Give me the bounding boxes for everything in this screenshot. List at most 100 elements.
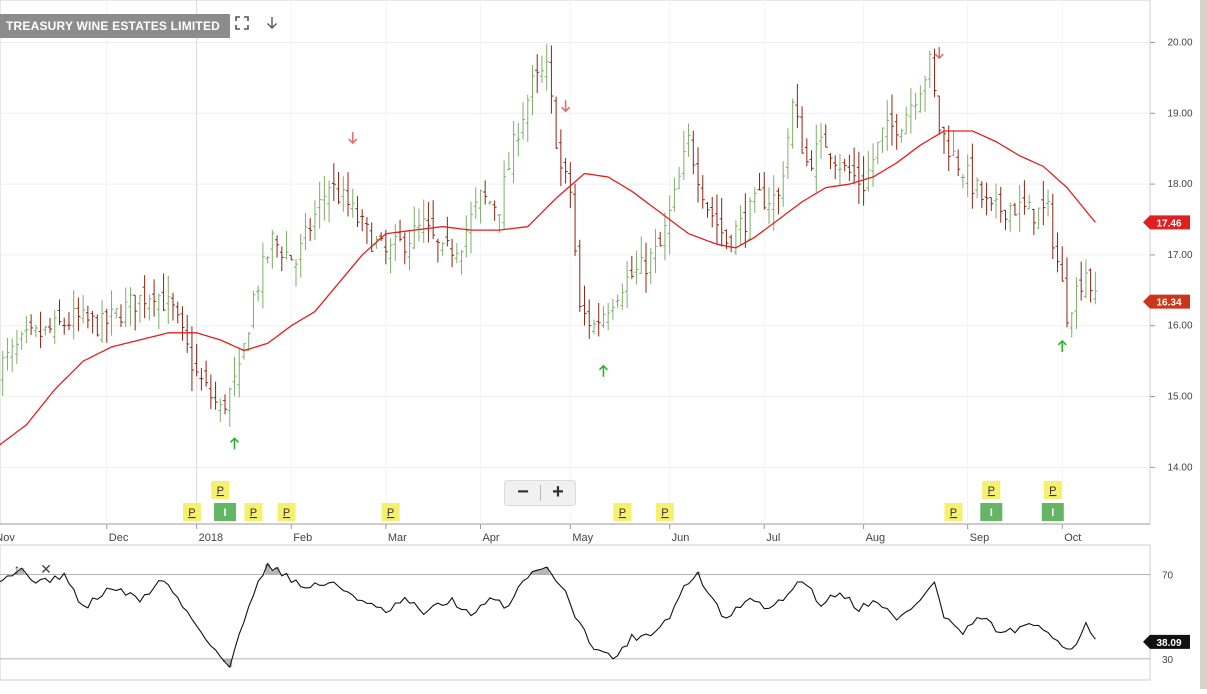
ohlc-bar	[473, 187, 478, 220]
zoom-out-button[interactable]: −	[517, 481, 529, 503]
ohlc-bar	[416, 208, 421, 242]
price-tick-label: 14.00	[1167, 462, 1192, 473]
p-event-marker[interactable]: P	[211, 481, 230, 499]
marker-box	[244, 503, 263, 521]
marker-box	[381, 503, 400, 521]
i-event-marker[interactable]: I	[980, 503, 1003, 521]
p-event-marker[interactable]: P	[982, 481, 1001, 499]
ohlc-bar	[918, 85, 923, 113]
price-badges: 17.46 16.34	[1143, 215, 1190, 309]
ohlc-bar	[256, 285, 261, 302]
ohlc-bar	[644, 242, 649, 293]
ohlc-bar	[431, 200, 436, 240]
p-event-marker[interactable]: P	[1043, 481, 1062, 499]
ohlc-bar	[85, 305, 90, 329]
ohlc-bar	[312, 200, 317, 240]
ohlc-bar	[847, 154, 852, 181]
ohlc-bar	[355, 196, 360, 228]
arrow-down-icon[interactable]	[262, 16, 282, 36]
ohlc-bar	[24, 315, 29, 344]
ohlc-bar	[762, 171, 767, 210]
ohlc-bar	[1064, 257, 1069, 328]
ohlc-bar	[563, 158, 568, 184]
ohlc-bar	[66, 312, 71, 331]
ohlc-bar	[975, 177, 980, 199]
zoom-divider	[540, 485, 541, 501]
ohlc-bar	[241, 342, 246, 360]
ohlc-bar	[899, 128, 904, 143]
grid-lines	[0, 0, 1151, 681]
p-event-marker[interactable]: P	[944, 503, 963, 521]
ohlc-bar	[828, 153, 833, 170]
arrow-glyph	[1057, 339, 1067, 352]
ohlc-bar	[814, 124, 819, 193]
ohlc-bar	[539, 55, 544, 84]
ohlc-bar	[714, 194, 719, 245]
x-tick-label: Oct	[1064, 532, 1081, 544]
ohlc-bar	[435, 238, 440, 263]
moving-average-line	[0, 130, 1096, 446]
ohlc-bar	[908, 88, 913, 134]
ohlc-bar	[738, 205, 743, 246]
ohlc-bar	[819, 122, 824, 159]
ohlc-bar	[866, 151, 871, 192]
ohlc-bar	[809, 150, 814, 172]
buy-arrow-icon	[1057, 339, 1067, 352]
indicator-tick-label: 70	[1162, 571, 1174, 582]
ohlc-bar	[166, 275, 171, 324]
ohlc-bar	[800, 106, 805, 154]
ohlc-bar	[965, 154, 970, 197]
ohlc-bar	[558, 129, 563, 187]
ohlc-bar	[445, 216, 450, 247]
marker-label: P	[283, 507, 290, 519]
ohlc-bar	[511, 121, 516, 184]
ohlc-bar	[180, 306, 185, 341]
ohlc-bar	[421, 199, 426, 244]
zoom-in-button[interactable]: +	[552, 481, 564, 503]
p-event-marker[interactable]: P	[381, 503, 400, 521]
x-tick-label: Nov	[0, 532, 15, 544]
ohlc-bar	[114, 308, 119, 319]
p-event-marker[interactable]: P	[277, 503, 296, 521]
ohlc-bar	[327, 180, 332, 223]
ohlc-bar	[218, 398, 223, 422]
ohlc-bar	[38, 311, 43, 349]
i-event-marker[interactable]: I	[214, 503, 237, 521]
ohlc-bar	[90, 310, 95, 334]
ohlc-bar	[137, 294, 142, 323]
ohlc-bar	[1027, 194, 1032, 210]
ohlc-bar	[875, 141, 880, 165]
ohlc-bar	[293, 259, 298, 287]
p-event-marker[interactable]: P	[244, 503, 263, 521]
arrow-glyph	[934, 47, 944, 60]
instrument-title[interactable]: TREASURY WINE ESTATES LIMITED	[0, 14, 231, 38]
ohlc-bar	[1008, 202, 1013, 232]
ohlc-bar	[984, 182, 989, 216]
expand-icon[interactable]	[232, 16, 252, 36]
ohlc-bar	[620, 283, 625, 310]
arrow-glyph	[348, 132, 358, 145]
p-event-marker[interactable]: P	[182, 503, 201, 521]
x-tick-label: Sep	[970, 532, 990, 544]
p-event-marker[interactable]: P	[655, 503, 674, 521]
indicator-move-up-icon[interactable]: ↑	[13, 561, 21, 577]
marker-box	[613, 503, 632, 521]
i-event-marker[interactable]: I	[1041, 503, 1064, 521]
marker-box	[982, 481, 1001, 499]
x-tick-label: Mar	[388, 532, 407, 544]
ohlc-bar	[213, 381, 218, 410]
ohlc-bar	[686, 123, 691, 157]
ohlc-bar	[705, 201, 710, 218]
ohlc-bar	[1093, 271, 1098, 305]
ohlc-bar	[1036, 207, 1041, 229]
indicator-panel: 70 30 38.09	[0, 562, 1190, 669]
sell-arrow-icon	[934, 47, 944, 60]
signal-arrows	[229, 47, 1067, 450]
marker-box	[211, 481, 230, 499]
ohlc-bar	[237, 347, 242, 398]
indicator-close-icon[interactable]: ✕	[40, 561, 52, 577]
ohlc-bar	[1031, 208, 1036, 236]
p-event-marker[interactable]: P	[613, 503, 632, 521]
